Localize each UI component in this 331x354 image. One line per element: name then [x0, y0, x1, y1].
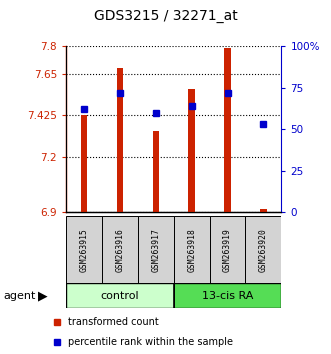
Bar: [117, 68, 123, 212]
Text: GSM263915: GSM263915: [80, 228, 89, 272]
Text: GSM263919: GSM263919: [223, 228, 232, 272]
Text: GSM263918: GSM263918: [187, 228, 196, 272]
Text: GSM263917: GSM263917: [151, 228, 160, 272]
Bar: [66, 283, 174, 308]
Bar: [138, 216, 174, 283]
Bar: [246, 216, 281, 283]
Bar: [102, 216, 138, 283]
Bar: [224, 48, 231, 212]
Text: control: control: [101, 291, 139, 301]
Bar: [66, 216, 102, 283]
Bar: [174, 216, 210, 283]
Text: ▶: ▶: [38, 289, 48, 302]
Text: GSM263916: GSM263916: [116, 228, 124, 272]
Bar: [188, 88, 195, 212]
Bar: [260, 209, 267, 212]
Text: GDS3215 / 32271_at: GDS3215 / 32271_at: [94, 9, 237, 23]
Bar: [210, 216, 246, 283]
Bar: [174, 283, 281, 308]
Text: agent: agent: [3, 291, 36, 301]
Text: GSM263920: GSM263920: [259, 228, 268, 272]
Text: transformed count: transformed count: [68, 318, 159, 327]
Bar: [153, 131, 159, 212]
Text: percentile rank within the sample: percentile rank within the sample: [68, 337, 233, 347]
Text: 13-cis RA: 13-cis RA: [202, 291, 253, 301]
Bar: [81, 115, 87, 212]
